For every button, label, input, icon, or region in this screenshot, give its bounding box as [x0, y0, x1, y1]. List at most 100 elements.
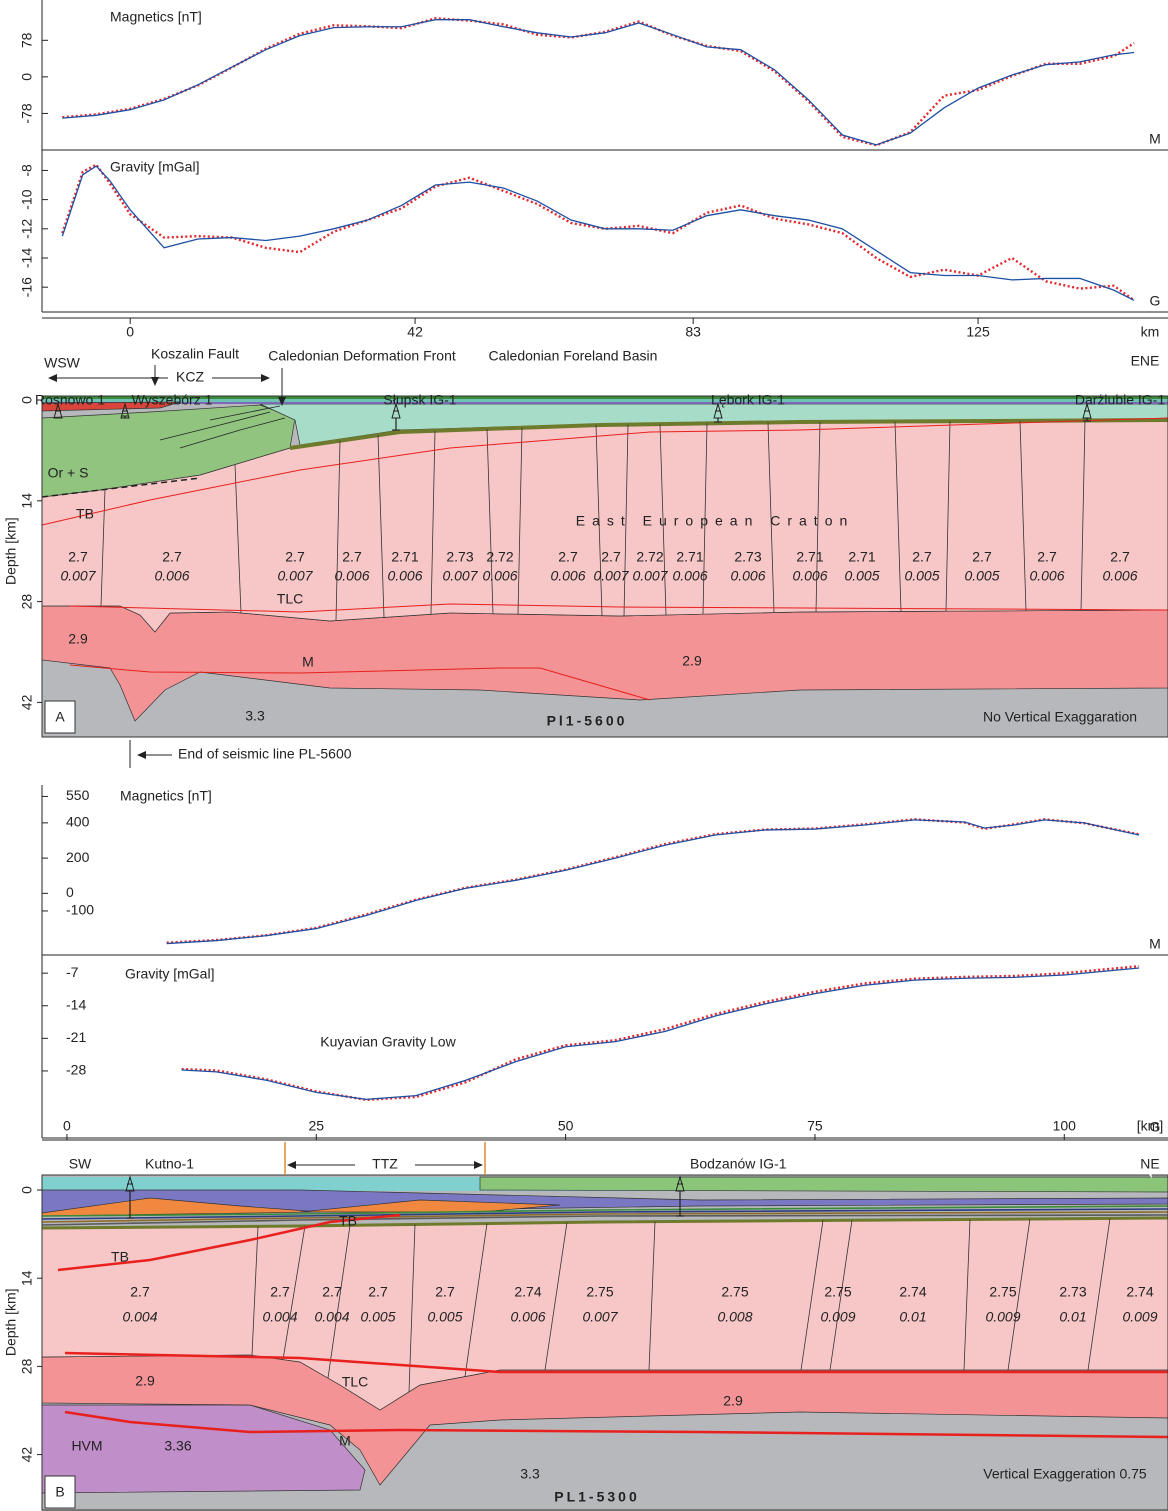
density-label: 2.7	[435, 1284, 455, 1300]
density-label: 2.74	[1126, 1284, 1153, 1300]
density-label: 2.7	[1037, 549, 1057, 565]
section-label: M	[302, 654, 314, 670]
sediment-layer	[480, 1177, 1168, 1192]
y-tick-label: -16	[19, 277, 35, 297]
susceptibility-label: 0.005	[904, 568, 939, 584]
panel-label: B	[55, 1484, 64, 1500]
susceptibility-label: 0.007	[593, 568, 629, 584]
x-tick-label: 100	[1053, 1118, 1077, 1134]
density-label: 2.71	[848, 549, 875, 565]
susceptibility-label: 0.006	[154, 568, 189, 584]
profile-line	[167, 819, 1139, 942]
y-tick-label: -12	[19, 218, 35, 238]
susceptibility-label: 0.006	[672, 568, 707, 584]
section-label: 3.3	[520, 1466, 540, 1482]
header-label: ENE	[1131, 353, 1160, 369]
y-tick-label: -14	[19, 248, 35, 268]
corner-label: M	[1149, 936, 1161, 952]
depth-tick-label: 42	[19, 694, 35, 710]
well-label: Kutno-1	[145, 1156, 194, 1172]
y-tick-label: -100	[66, 902, 94, 918]
x-tick-label: 42	[407, 324, 423, 340]
density-label: 2.7	[972, 549, 992, 565]
density-label: 2.7	[1110, 549, 1130, 565]
header-label: Caledonian Foreland Basin	[489, 348, 658, 364]
chart-title: Magnetics [nT]	[110, 9, 202, 25]
y-tick-label: -28	[66, 1062, 86, 1078]
well-label: Bodzanów IG-1	[690, 1156, 787, 1172]
section-label: Pl1-5600	[547, 713, 628, 729]
section-label: Or + S	[48, 465, 89, 481]
y-tick-label: 550	[66, 787, 90, 803]
arrow-head	[151, 377, 159, 386]
header-label: WSW	[44, 355, 81, 371]
density-label: 2.74	[514, 1284, 541, 1300]
section-label: TB	[339, 1213, 357, 1229]
depth-tick-label: 0	[19, 396, 35, 404]
density-label: 2.71	[676, 549, 703, 565]
y-tick-label: -21	[66, 1029, 86, 1045]
density-label: 2.73	[446, 549, 473, 565]
susceptibility-label: 0.006	[1102, 568, 1137, 584]
susceptibility-label: 0.006	[550, 568, 585, 584]
depth-axis-label: Depth [km]	[3, 1288, 19, 1356]
density-label: 2.73	[1059, 1284, 1086, 1300]
section-label: HVM	[71, 1438, 102, 1454]
section-label: TLC	[342, 1374, 368, 1390]
header-label: TTZ	[372, 1156, 398, 1172]
header-label: KCZ	[176, 369, 204, 385]
annotation: Kuyavian Gravity Low	[320, 1034, 456, 1050]
section-label: PL1-5300	[554, 1489, 639, 1505]
corner-label: G	[1150, 293, 1161, 309]
x-tick-label: 50	[558, 1118, 574, 1134]
density-label: 2.71	[796, 549, 823, 565]
well-label: Rosnowo 1	[35, 392, 105, 408]
y-tick-label: -10	[19, 189, 35, 209]
profile-line	[62, 18, 1134, 145]
x-tick-label: 0	[63, 1118, 71, 1134]
section-label: 2.9	[68, 631, 88, 647]
depth-tick-label: 42	[19, 1447, 35, 1463]
susceptibility-label: 0.006	[334, 568, 369, 584]
section-label: 2.9	[682, 653, 702, 669]
susceptibility-label: 0.007	[277, 568, 313, 584]
section-label: TLC	[277, 591, 303, 607]
section-label: 3.3	[245, 708, 265, 724]
chart-title: Gravity [mGal]	[110, 159, 199, 175]
depth-tick-label: 14	[19, 1270, 35, 1286]
density-label: 2.72	[636, 549, 663, 565]
susceptibility-label: 0.01	[1059, 1309, 1086, 1325]
section-label: TB	[111, 1249, 129, 1265]
density-label: 2.7	[162, 549, 182, 565]
depth-axis-label: Depth [km]	[3, 517, 19, 585]
well-label: Słupsk IG-1	[383, 392, 456, 408]
density-label: 2.7	[270, 1284, 290, 1300]
x-tick-label: 25	[308, 1118, 324, 1134]
section-label: 3.36	[164, 1438, 191, 1454]
profile-line	[62, 166, 1134, 300]
depth-tick-label: 28	[19, 594, 35, 610]
density-label: 2.7	[285, 549, 305, 565]
susceptibility-label: 0.005	[844, 568, 879, 584]
susceptibility-label: 0.007	[632, 568, 668, 584]
density-label: 2.7	[342, 549, 362, 565]
susceptibility-label: 0.008	[717, 1309, 752, 1325]
section-label: East European Craton	[576, 513, 855, 529]
y-tick-label: 0	[66, 884, 74, 900]
section-label: Vertical Exaggeration 0.75	[983, 1466, 1147, 1482]
susceptibility-label: 0.006	[1029, 568, 1064, 584]
susceptibility-label: 0.004	[122, 1309, 157, 1325]
chart-title: Magnetics [nT]	[120, 788, 212, 804]
y-tick-label: -7	[66, 964, 79, 980]
density-label: 2.7	[68, 549, 88, 565]
density-label: 2.75	[824, 1284, 851, 1300]
density-label: 2.7	[601, 549, 621, 565]
density-label: 2.71	[391, 549, 418, 565]
profile-line	[167, 820, 1139, 944]
susceptibility-label: 0.009	[820, 1309, 855, 1325]
y-tick-label: 78	[19, 32, 35, 48]
section-label: 2.9	[135, 1373, 155, 1389]
well-label: Lębork IG-1	[711, 392, 785, 408]
y-tick-label: 0	[19, 73, 35, 81]
susceptibility-label: 0.005	[964, 568, 999, 584]
